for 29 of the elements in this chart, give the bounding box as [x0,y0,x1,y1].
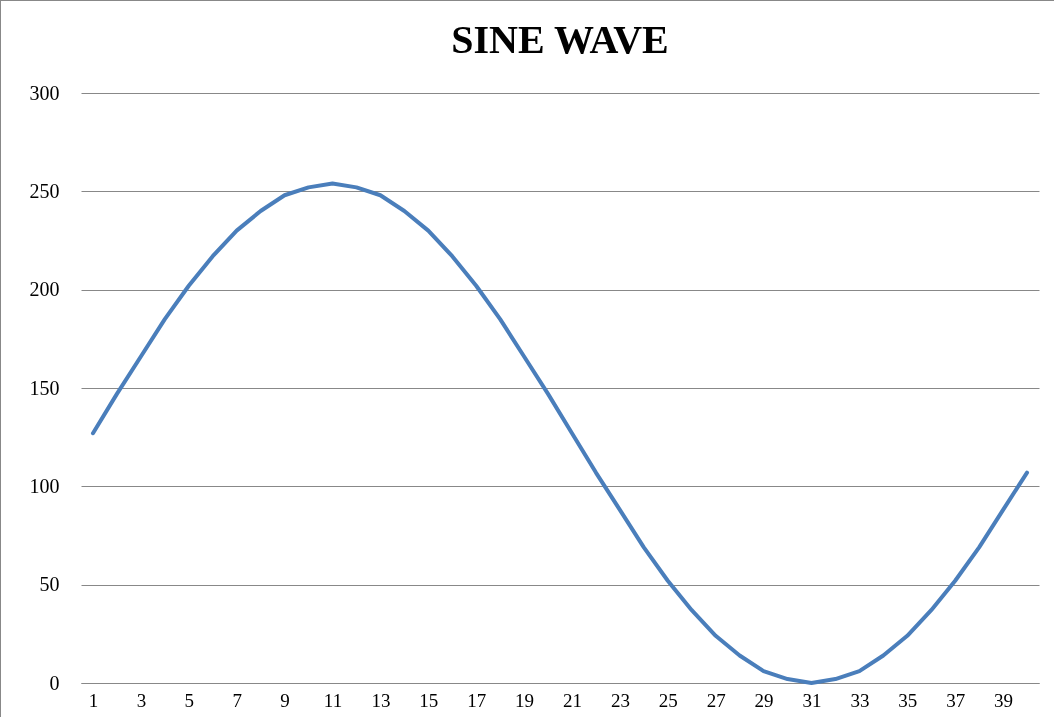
line-series [90,181,1030,685]
y-tick-label: 150 [29,376,60,399]
x-tick-label: 1 [88,689,99,711]
x-tick-label: 9 [280,689,290,711]
chart-title: SINE WAVE [451,17,669,62]
x-tick-label: 33 [850,689,870,711]
x-tick-label: 17 [467,689,487,711]
x-tick-label: 27 [706,689,726,711]
x-tick-label: 3 [136,689,147,711]
x-tick-label: 11 [323,689,343,711]
y-tick-label: 250 [29,179,60,202]
y-tick-label: 50 [39,573,60,596]
x-tick-label: 39 [994,689,1014,711]
y-tick-label: 200 [29,278,60,301]
x-tick-label: 19 [515,689,535,711]
y-tick-label: 300 [29,81,60,104]
x-tick-label: 7 [232,689,242,711]
x-tick-label: 31 [802,689,822,711]
x-tick-label: 15 [419,689,439,711]
x-tick-label: 25 [658,689,678,711]
y-tick-label: 0 [49,671,60,694]
x-tick-label: 21 [562,689,582,711]
x-tick-label: 35 [898,689,918,711]
x-tick-label: 29 [754,689,774,711]
x-tick-label: 37 [946,689,966,711]
x-tick-label: 5 [184,689,195,711]
y-tick-label: 100 [29,474,60,497]
x-tick-label: 23 [610,689,630,711]
x-tick-label: 13 [371,689,391,711]
